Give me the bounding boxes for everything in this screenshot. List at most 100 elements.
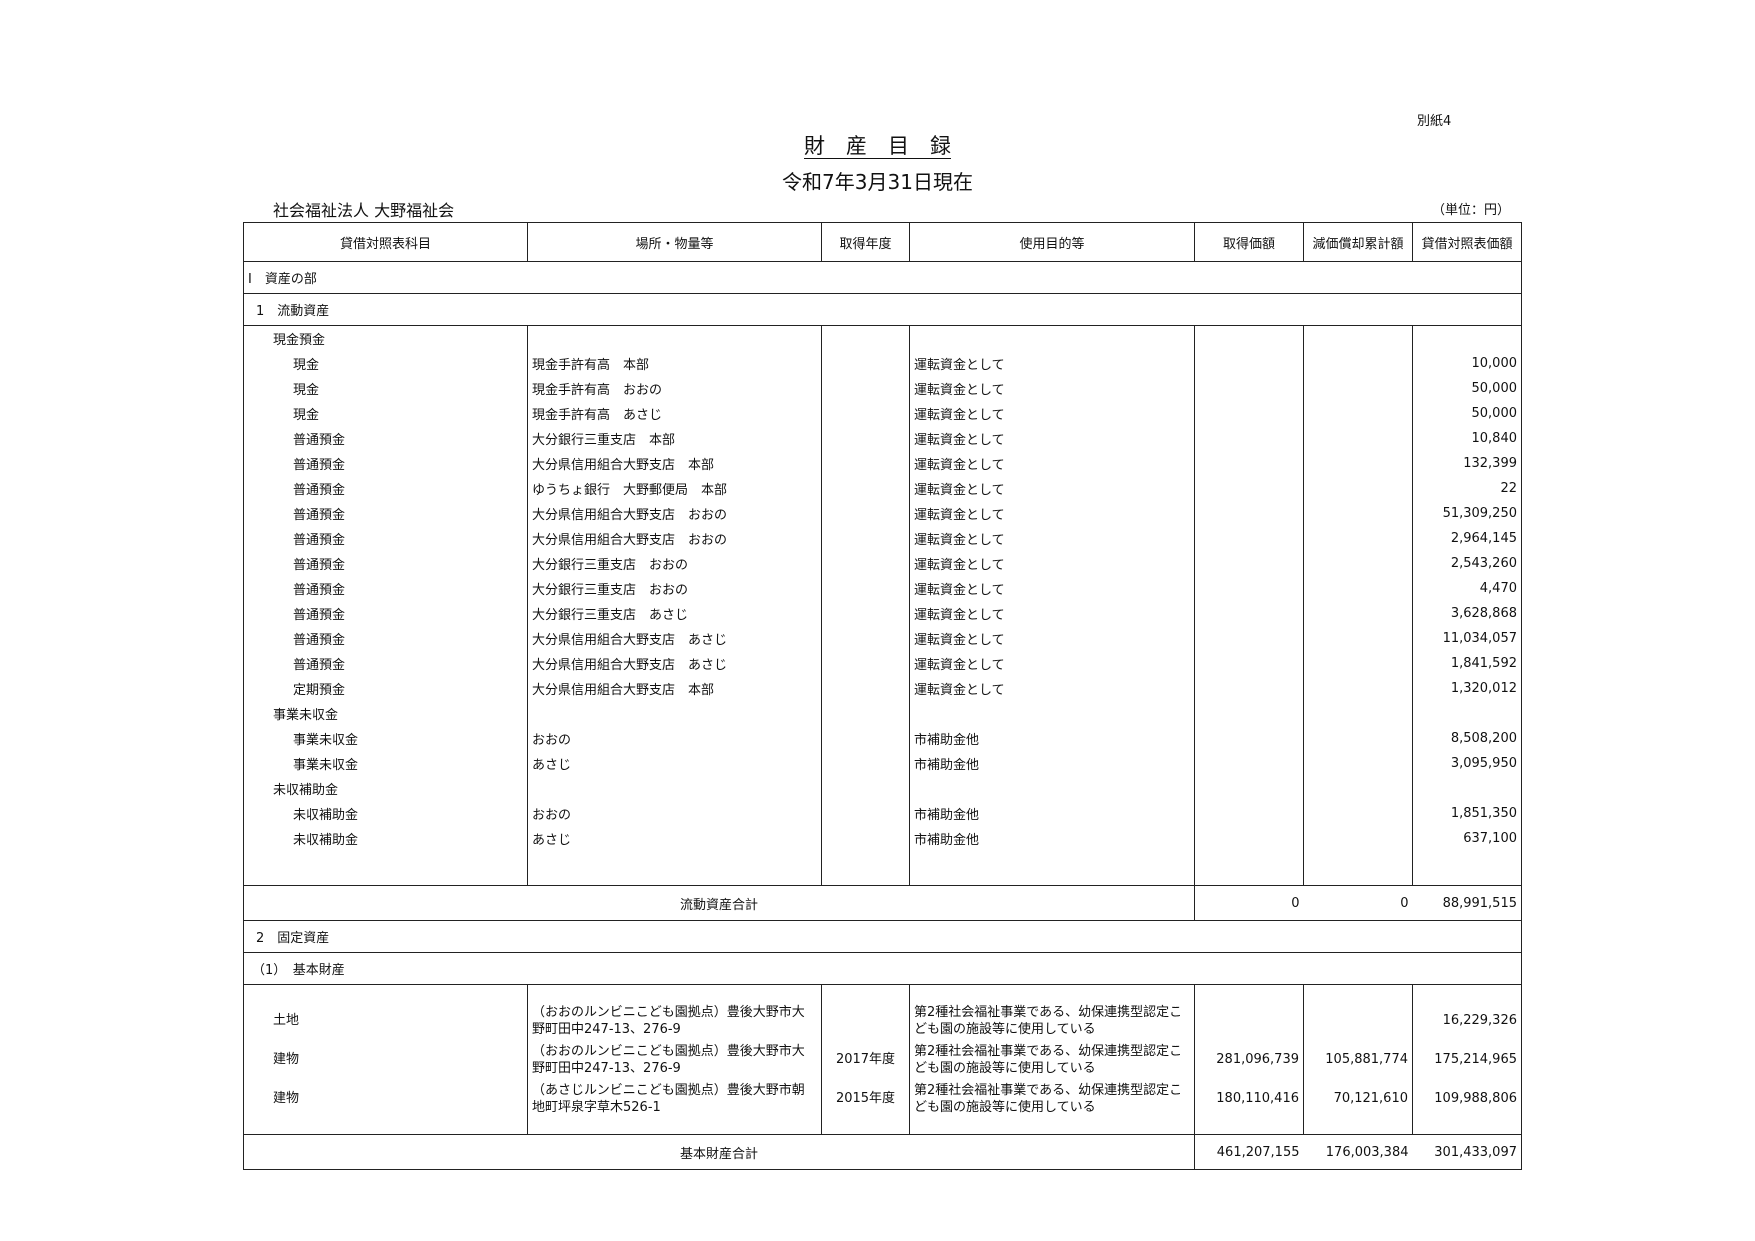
acquisition [1194, 376, 1304, 401]
book-value: 10,840 [1412, 426, 1522, 451]
column-header: 取得年度 [821, 222, 910, 262]
depreciation [1303, 751, 1413, 776]
year [821, 801, 910, 826]
year: 2015年度 [821, 1079, 910, 1118]
purpose: 運転資金として [909, 501, 1195, 526]
place: 大分県信用組合大野支店 あさじ [527, 651, 822, 676]
book-value: 10,000 [1412, 351, 1522, 376]
table-row: Ⅰ 資産の部 [243, 261, 1522, 294]
subject: 事業未収金 [243, 751, 528, 776]
table-row: 未収補助金 [243, 776, 1522, 801]
table-row: 普通預金 大分銀行三重支店 おおの 運転資金として 2,543,260 [243, 551, 1522, 576]
total-book-value: 301,433,097 [1412, 1134, 1522, 1170]
cell [909, 776, 1195, 801]
total-book-value: 88,991,515 [1412, 885, 1522, 921]
subject: 現金 [243, 376, 528, 401]
place: 現金手許有高 おおの [527, 376, 822, 401]
cell [1194, 325, 1304, 351]
depreciation [1303, 401, 1413, 426]
table-row: 普通預金 大分銀行三重支店 あさじ 運転資金として 3,628,868 [243, 601, 1522, 626]
subject: 普通預金 [243, 626, 528, 651]
purpose: 運転資金として [909, 626, 1195, 651]
purpose: 第2種社会福祉事業である、幼保連携型認定こども園の施設等に使用している [909, 1079, 1195, 1118]
date: 令和7年3月31日現在 [782, 170, 973, 194]
book-value: 175,214,965 [1412, 1040, 1522, 1079]
cell [909, 984, 1195, 1001]
depreciation [1303, 601, 1413, 626]
subject: 未収補助金 [243, 801, 528, 826]
book-value: 4,470 [1412, 576, 1522, 601]
cell [243, 851, 528, 886]
table-row: 現金預金 [243, 325, 1522, 351]
column-header: 減価償却累計額 [1303, 222, 1413, 262]
table-row: （1） 基本財産 [243, 952, 1522, 985]
depreciation [1303, 426, 1413, 451]
place: 現金手許有高 本部 [527, 351, 822, 376]
depreciation [1303, 451, 1413, 476]
cell [527, 325, 822, 351]
cell [821, 984, 910, 1001]
book-value: 16,229,326 [1412, 1001, 1522, 1040]
inventory-table: 貸借対照表科目 場所・物量等 取得年度 使用目的等 取得価額 減価償却累計額 貸借対照表価額… [243, 222, 1522, 1170]
cell [821, 851, 910, 886]
year [821, 751, 910, 776]
depreciation [1303, 726, 1413, 751]
place: 大分銀行三重支店 本部 [527, 426, 822, 451]
year [821, 651, 910, 676]
place: 大分銀行三重支店 おおの [527, 576, 822, 601]
purpose: 運転資金として [909, 476, 1195, 501]
book-value: 50,000 [1412, 376, 1522, 401]
subject: 建物 [243, 1040, 528, 1079]
purpose: 運転資金として [909, 576, 1195, 601]
acquisition [1194, 826, 1304, 851]
place: おおの [527, 801, 822, 826]
year [821, 601, 910, 626]
purpose: 運転資金として [909, 551, 1195, 576]
cell [1194, 701, 1304, 726]
table-row [243, 851, 1522, 886]
cell [1412, 776, 1522, 801]
table-row: 事業未収金 あさじ 市補助金他 3,095,950 [243, 751, 1522, 776]
book-value: 2,964,145 [1412, 526, 1522, 551]
purpose: 運転資金として [909, 401, 1195, 426]
table-row: 土地 （おおのルンビニこども園拠点）豊後大野市大野町田中247-13、276-9 第… [243, 1001, 1522, 1040]
purpose: 市補助金他 [909, 726, 1195, 751]
year [821, 451, 910, 476]
depreciation [1303, 501, 1413, 526]
group-name: 事業未収金 [243, 701, 528, 726]
purpose: 運転資金として [909, 651, 1195, 676]
group-name: 現金預金 [243, 325, 528, 351]
acquisition [1194, 476, 1304, 501]
place: 大分銀行三重支店 あさじ [527, 601, 822, 626]
depreciation [1303, 376, 1413, 401]
total-depreciation: 176,003,384 [1303, 1134, 1413, 1170]
acquisition [1194, 401, 1304, 426]
cell [1194, 851, 1304, 886]
year [821, 726, 910, 751]
book-value: 11,034,057 [1412, 626, 1522, 651]
year [821, 351, 910, 376]
book-value: 1,841,592 [1412, 651, 1522, 676]
total-label: 基本財産合計 [243, 1134, 1195, 1170]
acquisition [1194, 1001, 1304, 1040]
subject: 定期預金 [243, 676, 528, 701]
book-value: 109,988,806 [1412, 1079, 1522, 1118]
cell [909, 851, 1195, 886]
place: 現金手許有高 あさじ [527, 401, 822, 426]
place: 大分県信用組合大野支店 おおの [527, 526, 822, 551]
year: 2017年度 [821, 1040, 910, 1079]
column-header: 貸借対照表価額 [1412, 222, 1522, 262]
place: あさじ [527, 826, 822, 851]
acquisition [1194, 626, 1304, 651]
cell [1412, 325, 1522, 351]
cell [821, 776, 910, 801]
year [821, 576, 910, 601]
cell [1194, 1118, 1304, 1135]
purpose: 市補助金他 [909, 751, 1195, 776]
subject: 普通預金 [243, 451, 528, 476]
depreciation [1303, 551, 1413, 576]
acquisition: 180,110,416 [1194, 1079, 1304, 1118]
subject: 普通預金 [243, 526, 528, 551]
cell [1303, 851, 1413, 886]
place: ゆうちょ銀行 大野郵便局 本部 [527, 476, 822, 501]
